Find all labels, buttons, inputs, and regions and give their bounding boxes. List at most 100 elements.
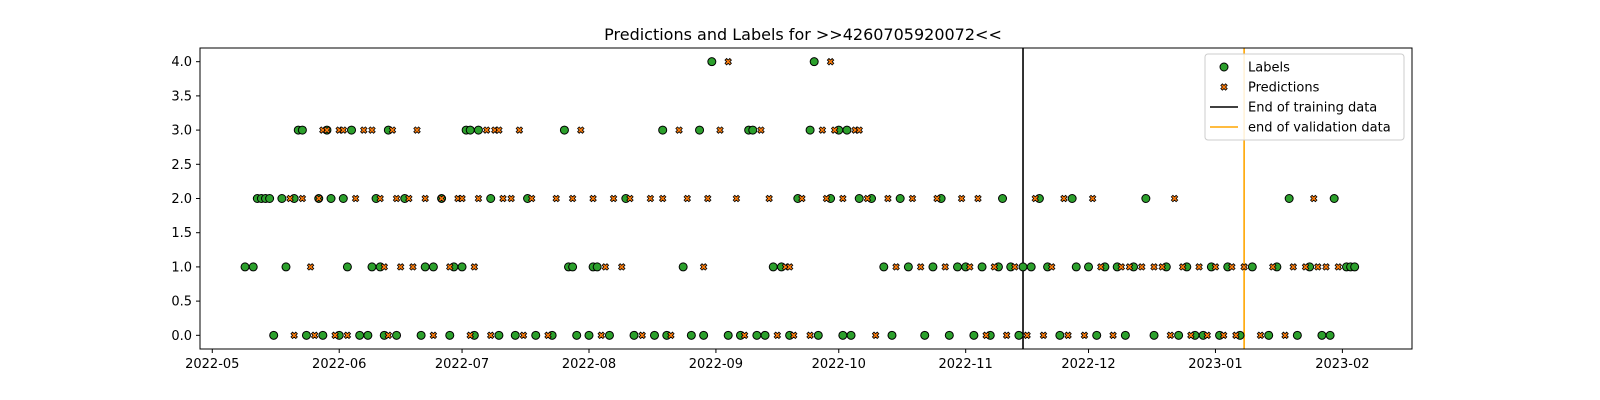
prediction-point [466, 331, 475, 340]
label-point [1292, 330, 1302, 340]
prediction-point [830, 126, 839, 134]
label-point [920, 330, 930, 340]
legend-entry-label: End of training data [1248, 101, 1377, 116]
label-point [838, 330, 848, 340]
prediction-point [773, 331, 782, 340]
prediction-point [1064, 331, 1072, 340]
prediction-point [916, 263, 925, 271]
prediction-point [1023, 331, 1031, 340]
label-point [629, 330, 639, 340]
label-point [416, 330, 426, 340]
legend-predictions-marker [1220, 83, 1228, 91]
prediction-point [785, 263, 794, 271]
label-point [457, 262, 467, 272]
prediction-point [384, 331, 393, 340]
prediction-point [507, 194, 515, 203]
label-point [813, 330, 823, 340]
label-point [584, 330, 594, 340]
label-point [1174, 330, 1184, 340]
prediction-point [826, 57, 835, 66]
prediction-point [1195, 263, 1203, 271]
prediction-point [1228, 263, 1236, 271]
label-point [887, 330, 897, 340]
prediction-point [839, 194, 847, 203]
y-tick-label: 0.5 [171, 295, 192, 310]
prediction-point [515, 126, 524, 134]
label-point [977, 262, 987, 272]
prediction-point [470, 263, 479, 271]
label-point [265, 194, 275, 203]
prediction-point [974, 194, 982, 203]
prediction-point [1334, 263, 1343, 271]
label-point [277, 194, 287, 203]
label-point [998, 194, 1008, 203]
label-point [465, 125, 475, 135]
prediction-point [789, 331, 798, 340]
x-tick-label: 2022-12 [1061, 357, 1115, 372]
legend-entry-label: Labels [1248, 61, 1290, 76]
x-tick-label: 2022-05 [185, 357, 239, 372]
prediction-point [1117, 263, 1126, 271]
y-tick-label: 3.5 [171, 89, 192, 104]
label-point [1092, 330, 1102, 340]
prediction-point [683, 194, 692, 203]
legend-entry-label: Predictions [1248, 81, 1320, 96]
label-point [347, 125, 356, 135]
label-point [748, 125, 758, 135]
prediction-point [1080, 331, 1089, 340]
prediction-point [446, 263, 454, 271]
prediction-point [638, 331, 646, 340]
prediction-point [1314, 263, 1322, 271]
label-point [678, 262, 688, 272]
prediction-point [609, 194, 618, 203]
label-point [879, 262, 889, 272]
label-point [895, 194, 905, 203]
prediction-point [822, 194, 831, 203]
x-tick-label: 2022-10 [812, 357, 866, 372]
prediction-point [421, 194, 429, 203]
label-point [854, 194, 864, 203]
prediction-point [724, 57, 732, 66]
prediction-point [1060, 194, 1068, 203]
prediction-point [310, 331, 319, 340]
label-point [1067, 194, 1077, 203]
label-point [944, 330, 954, 340]
label-point [1317, 330, 1327, 340]
prediction-point [667, 331, 675, 340]
label-point [510, 330, 520, 340]
y-tick-label: 1.5 [171, 226, 192, 241]
label-point [355, 330, 365, 340]
prediction-point [577, 126, 585, 134]
prediction-point [482, 126, 491, 134]
label-point [269, 330, 279, 340]
prediction-point [1097, 263, 1105, 271]
legend: Labels Predictions End of training data end… [1204, 53, 1405, 141]
prediction-point [658, 194, 667, 203]
label-point [318, 330, 328, 340]
label-point [240, 262, 250, 272]
label-point [768, 262, 778, 272]
prediction-point [331, 331, 339, 340]
prediction-point [699, 263, 708, 271]
label-point [338, 194, 348, 203]
label-point [301, 330, 311, 340]
label-point [699, 330, 709, 340]
prediction-point [818, 126, 827, 134]
label-point [604, 330, 614, 340]
prediction-point [855, 126, 863, 134]
prediction-point [429, 331, 438, 340]
prediction-point [1301, 263, 1310, 271]
prediction-point [1150, 263, 1158, 271]
prediction-point [486, 331, 495, 340]
x-tick-label: 2022-09 [689, 357, 743, 372]
label-point [969, 330, 979, 340]
prediction-point [360, 126, 368, 134]
legend-entry-label: end of validation data [1248, 121, 1391, 136]
prediction-point [314, 194, 323, 203]
prediction-point [1011, 263, 1019, 271]
legend-box [1204, 53, 1405, 141]
prediction-point [1219, 331, 1228, 340]
prediction-point [1322, 263, 1330, 271]
prediction-point [617, 263, 626, 271]
prediction-point [474, 194, 483, 203]
